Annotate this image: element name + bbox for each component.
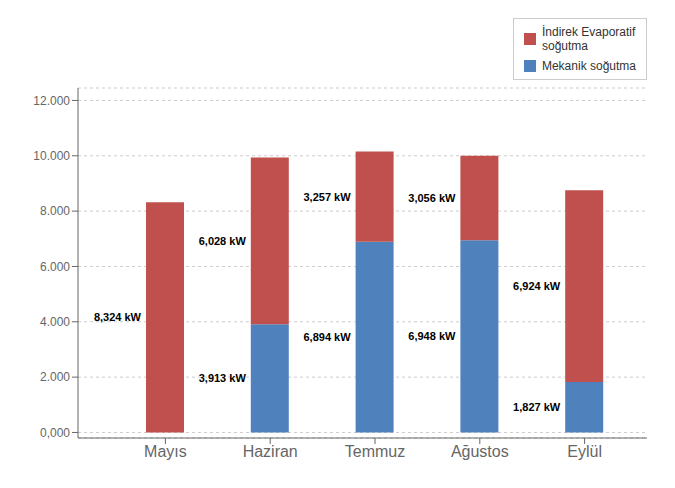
svg-text:1,827 kW: 1,827 kW [513, 401, 561, 413]
svg-text:Mayıs: Mayıs [144, 443, 187, 460]
html-text:İndirek Evaporatif soğutma: İndirek Evaporatif soğutma [542, 25, 636, 53]
svg-text:6.000: 6.000 [40, 260, 70, 274]
svg-text:6,948 kW: 6,948 kW [408, 330, 456, 342]
svg-text:6,924 kW: 6,924 kW [513, 280, 561, 292]
svg-text:2.000: 2.000 [40, 370, 70, 384]
svg-text:Eylül: Eylül [567, 443, 602, 460]
svg-text:3,913 kW: 3,913 kW [199, 372, 247, 384]
svg-text:3,257 kW: 3,257 kW [304, 191, 352, 203]
svg-text:0,000: 0,000 [40, 426, 70, 440]
svg-text:10.000: 10.000 [33, 149, 70, 163]
svg-text:Haziran: Haziran [243, 443, 298, 460]
svg-text:4.000: 4.000 [40, 315, 70, 329]
svg-text:12.000: 12.000 [33, 94, 70, 108]
html-text:Mekanik soğutma: Mekanik soğutma [542, 59, 636, 73]
svg-text:6,894 kW: 6,894 kW [304, 331, 352, 343]
svg-text:3,056 kW: 3,056 kW [408, 192, 456, 204]
svg-text:8.000: 8.000 [40, 204, 70, 218]
svg-text:Ağustos: Ağustos [451, 443, 509, 460]
svg-text:8,324 kW: 8,324 kW [94, 311, 142, 323]
svg-text:6,028 kW: 6,028 kW [199, 235, 247, 247]
svg-text:Temmuz: Temmuz [345, 443, 405, 460]
